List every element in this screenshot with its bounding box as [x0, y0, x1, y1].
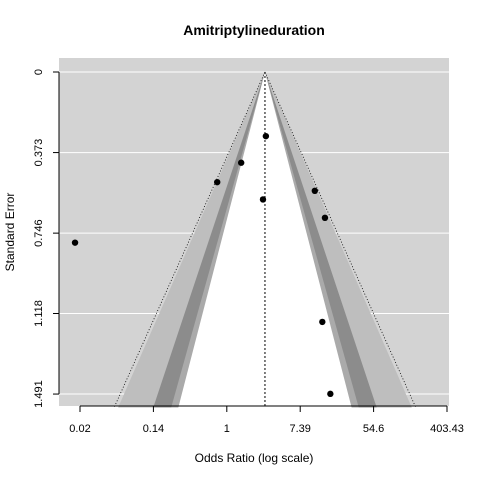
data-point: [321, 214, 329, 221]
x-tick-label: 403.43: [430, 423, 464, 435]
x-tick-label: 0.02: [69, 423, 90, 435]
reference-lines: [113, 71, 417, 408]
data-point: [262, 132, 270, 140]
x-tick-label: 0.14: [143, 423, 164, 435]
chart-title: Amitriptylineduration: [183, 22, 325, 38]
y-tick-label: 0: [33, 69, 45, 75]
y-axis: 0 0.373 0.746 1.118 1.491: [33, 69, 60, 408]
x-tick-label: 1: [224, 423, 230, 435]
x-axis: 0.02 0.14 1 7.39 54.6 403.43: [69, 405, 464, 435]
data-point: [327, 390, 334, 398]
y-tick-label: 0.373: [33, 139, 45, 167]
y-tick-label: 0.746: [33, 219, 45, 247]
data-point: [319, 318, 326, 326]
y-tick-label: 1.118: [33, 300, 45, 327]
data-point: [71, 239, 79, 246]
x-tick-label: 54.6: [363, 423, 384, 435]
data-point: [259, 196, 267, 203]
study-points: [71, 132, 334, 398]
x-axis-label: Odds Ratio (log scale): [195, 451, 314, 465]
contour-nonsignificant: [178, 72, 352, 408]
data-point: [214, 178, 221, 186]
pseudo-ci-left: [113, 71, 266, 408]
y-tick-label: 1.491: [33, 380, 45, 408]
data-point: [237, 159, 245, 166]
data-point: [311, 187, 319, 194]
y-axis-label: Standard Error: [3, 193, 17, 272]
x-tick-label: 7.39: [289, 423, 310, 435]
pseudo-ci-right: [264, 71, 417, 408]
